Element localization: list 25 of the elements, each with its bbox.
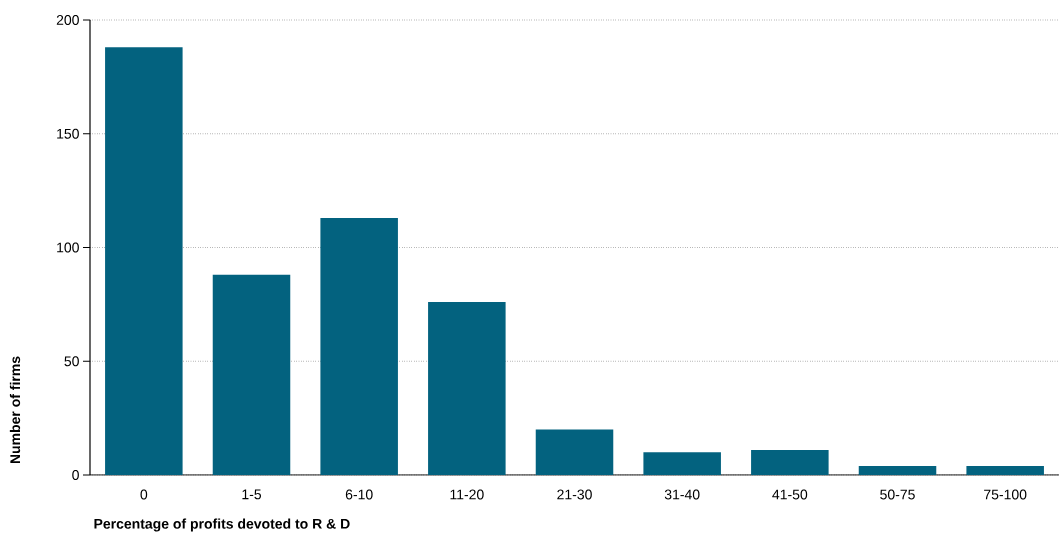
y-tick-label: 100 xyxy=(57,242,79,253)
x-tick-label: 41-50 xyxy=(772,489,808,500)
bar xyxy=(320,217,398,475)
x-tick-label: 31-40 xyxy=(664,489,700,500)
bar xyxy=(535,429,614,475)
x-tick-label: 0 xyxy=(140,489,148,500)
bar xyxy=(105,47,183,475)
y-axis-title: Number of firms xyxy=(9,356,21,464)
bar xyxy=(428,302,506,475)
x-tick-label: 11-20 xyxy=(450,489,484,500)
bar xyxy=(212,274,291,475)
bar xyxy=(966,465,1044,475)
x-tick-label: 75-100 xyxy=(984,489,1027,500)
y-tick-label: 50 xyxy=(64,356,79,367)
y-tick-label: 0 xyxy=(72,470,79,480)
x-axis-title: Percentage of profits devoted to R & D xyxy=(94,518,350,532)
x-tick-label: 1-5 xyxy=(242,489,262,500)
y-tick-label: 150 xyxy=(57,128,79,139)
x-tick-label: 6-10 xyxy=(345,489,373,500)
x-tick-label: 50-75 xyxy=(880,489,915,500)
x-tick-label: 21-30 xyxy=(557,489,592,500)
bar xyxy=(858,465,937,475)
y-tick-label: 200 xyxy=(56,15,79,25)
bar xyxy=(751,449,829,475)
bar xyxy=(643,452,721,475)
